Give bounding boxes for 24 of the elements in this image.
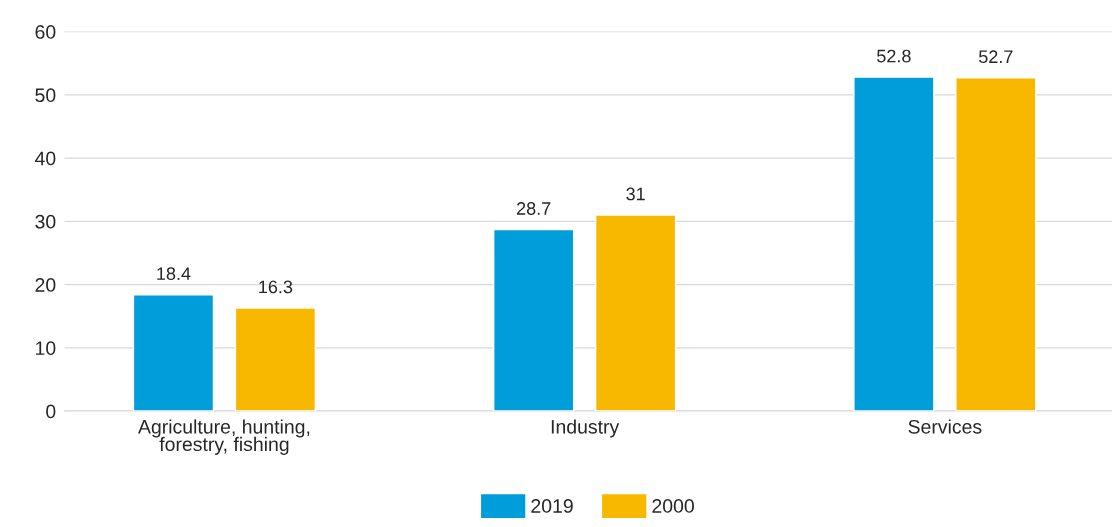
bar	[955, 77, 1037, 412]
x-tick-label: Agriculture, hunting, forestry, fishing	[138, 419, 310, 455]
y-tick-label: 20	[35, 278, 56, 292]
bar	[234, 307, 317, 412]
y-tick-label: 40	[34, 151, 56, 166]
x-tick-label: Industry	[551, 419, 620, 438]
data-label: 52.8	[877, 49, 911, 63]
y-tick-label: 0	[46, 404, 56, 419]
legend-label: 2000	[652, 499, 694, 513]
legend-label: 2019	[531, 499, 573, 513]
y-tick-label: 30	[35, 214, 56, 229]
y-tick-label: 10	[36, 341, 56, 356]
y-tick-label: 60	[35, 25, 56, 39]
data-label: 31	[626, 187, 645, 201]
x-tick-label: Services	[908, 419, 982, 434]
bar	[853, 76, 935, 412]
data-label: 18.4	[157, 267, 191, 281]
data-label: 28.7	[517, 202, 551, 215]
bar	[594, 214, 677, 412]
data-label: 16.3	[259, 280, 293, 294]
data-label: 52.7	[978, 50, 1013, 64]
bar	[132, 294, 215, 412]
y-tick-label: 50	[35, 88, 56, 103]
bar	[492, 228, 575, 412]
